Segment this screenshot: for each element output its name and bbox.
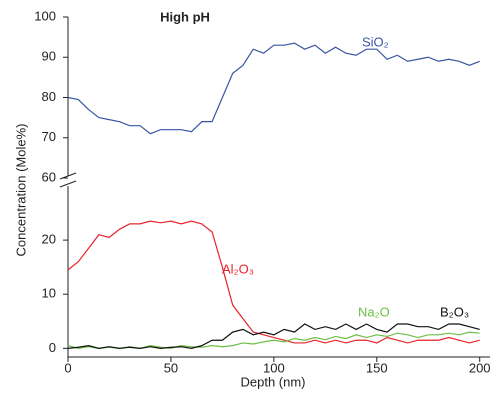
y2-tick-label: 100 — [34, 8, 56, 23]
y-tick-label: 20 — [42, 232, 56, 247]
x-tick-label: 100 — [263, 360, 285, 375]
x-tick-label: 200 — [469, 360, 491, 375]
y2-tick-label: 70 — [42, 129, 56, 144]
y2-tick-label: 60 — [42, 169, 56, 184]
series-label: B₂O₃ — [440, 304, 469, 319]
y2-tick-label: 80 — [42, 89, 56, 104]
x-tick-label: 150 — [366, 360, 388, 375]
series-line — [67, 220, 480, 344]
series-label: SiO₂ — [362, 34, 389, 49]
series-line — [67, 42, 480, 135]
axis-break — [59, 172, 77, 180]
series-line — [67, 323, 480, 349]
x-tick-label: 50 — [164, 360, 178, 375]
y-tick-label: 0 — [49, 340, 56, 355]
series-label: Al₂O₃ — [222, 261, 254, 276]
x-tick-label: 0 — [64, 360, 71, 375]
chart-title: High pH — [160, 9, 210, 24]
axis-break — [59, 180, 77, 188]
y-axis-label: Concentration (Mole%) — [13, 124, 28, 257]
x-axis-label: Depth (nm) — [240, 374, 305, 389]
y-tick-label: 10 — [42, 286, 56, 301]
y2-tick-label: 90 — [42, 49, 56, 64]
series-label: Na₂O — [358, 304, 390, 319]
